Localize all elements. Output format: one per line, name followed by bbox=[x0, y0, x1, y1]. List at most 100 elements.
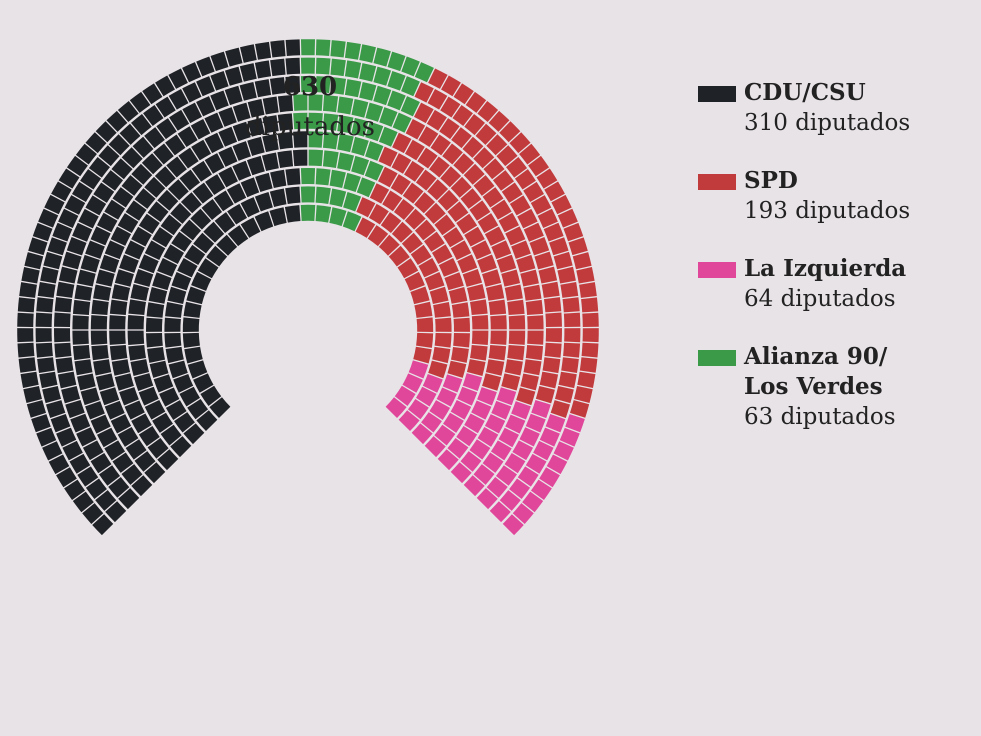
seat bbox=[285, 39, 301, 57]
seat bbox=[426, 109, 447, 131]
seat bbox=[111, 158, 133, 180]
seat bbox=[440, 166, 462, 188]
seat bbox=[407, 398, 429, 420]
seat bbox=[77, 373, 96, 391]
seat bbox=[262, 133, 279, 153]
seat bbox=[453, 83, 474, 105]
seat bbox=[387, 70, 406, 91]
seat bbox=[582, 312, 599, 327]
seat bbox=[90, 315, 108, 330]
seat bbox=[308, 149, 324, 167]
seat bbox=[401, 232, 423, 254]
seat bbox=[157, 257, 178, 277]
seat bbox=[509, 132, 531, 154]
seat bbox=[553, 251, 573, 270]
seat bbox=[117, 101, 139, 123]
seat bbox=[482, 269, 502, 287]
seat bbox=[501, 182, 523, 203]
seat bbox=[144, 462, 166, 484]
seat bbox=[142, 83, 163, 105]
seat bbox=[147, 201, 169, 223]
seat bbox=[285, 57, 301, 75]
seat bbox=[19, 282, 37, 298]
seat bbox=[270, 169, 287, 189]
seat bbox=[378, 166, 398, 188]
seat bbox=[93, 359, 112, 376]
seat bbox=[152, 227, 173, 248]
seat bbox=[187, 398, 209, 420]
legend-item: CDU/CSU 310 diputados bbox=[690, 78, 970, 138]
seat bbox=[427, 89, 448, 110]
seat bbox=[527, 330, 544, 345]
seat bbox=[144, 176, 166, 198]
seat bbox=[440, 96, 461, 118]
seat bbox=[47, 237, 67, 256]
seat bbox=[39, 371, 58, 389]
seat bbox=[119, 254, 139, 273]
seat bbox=[533, 440, 554, 461]
seat bbox=[138, 386, 159, 406]
seat bbox=[456, 213, 478, 234]
seat bbox=[554, 385, 574, 404]
seat bbox=[355, 217, 376, 238]
seat bbox=[99, 465, 121, 486]
seat bbox=[98, 145, 120, 167]
seat bbox=[218, 166, 238, 188]
seat bbox=[417, 147, 438, 169]
seat bbox=[277, 94, 294, 113]
seat bbox=[485, 284, 505, 301]
seat bbox=[42, 385, 62, 404]
seat bbox=[180, 192, 202, 214]
seat bbox=[37, 281, 56, 298]
seat bbox=[66, 155, 88, 177]
seat bbox=[356, 197, 376, 218]
seat bbox=[182, 332, 200, 348]
seat bbox=[62, 251, 82, 270]
seat bbox=[457, 386, 478, 406]
seat bbox=[501, 269, 521, 287]
seat bbox=[330, 58, 346, 77]
seat bbox=[186, 286, 206, 305]
seat bbox=[576, 267, 595, 284]
seat bbox=[550, 400, 571, 418]
legend-item: La Izquierda 64 diputados bbox=[690, 254, 970, 314]
seat bbox=[17, 297, 35, 313]
seat bbox=[460, 188, 482, 209]
seat bbox=[367, 225, 389, 247]
seat bbox=[490, 315, 507, 330]
seat bbox=[77, 466, 99, 487]
seat bbox=[450, 462, 472, 484]
seat bbox=[402, 182, 424, 204]
seat bbox=[95, 373, 115, 391]
seat bbox=[163, 244, 185, 264]
seat bbox=[285, 76, 301, 93]
seat bbox=[109, 299, 128, 316]
seat bbox=[496, 387, 517, 406]
seat bbox=[58, 168, 80, 189]
seat bbox=[517, 466, 539, 487]
seat bbox=[379, 107, 398, 127]
seat bbox=[523, 181, 544, 202]
seat bbox=[477, 254, 497, 273]
seat bbox=[469, 439, 491, 460]
seat bbox=[443, 227, 464, 248]
seat bbox=[471, 240, 492, 260]
seat bbox=[200, 385, 222, 407]
seat bbox=[240, 217, 261, 238]
seat bbox=[549, 237, 569, 256]
seat bbox=[466, 359, 486, 377]
seat bbox=[118, 488, 140, 510]
seat bbox=[28, 237, 48, 256]
seat bbox=[144, 400, 166, 420]
seat bbox=[404, 208, 426, 230]
seat bbox=[240, 197, 260, 218]
seat bbox=[490, 199, 512, 220]
seat bbox=[141, 153, 163, 175]
seat bbox=[160, 424, 182, 446]
chart-title: 630 bbox=[282, 72, 338, 102]
seat bbox=[80, 169, 102, 190]
seat bbox=[342, 211, 362, 232]
seat bbox=[471, 400, 492, 420]
seat bbox=[491, 240, 512, 260]
seat bbox=[450, 176, 472, 198]
